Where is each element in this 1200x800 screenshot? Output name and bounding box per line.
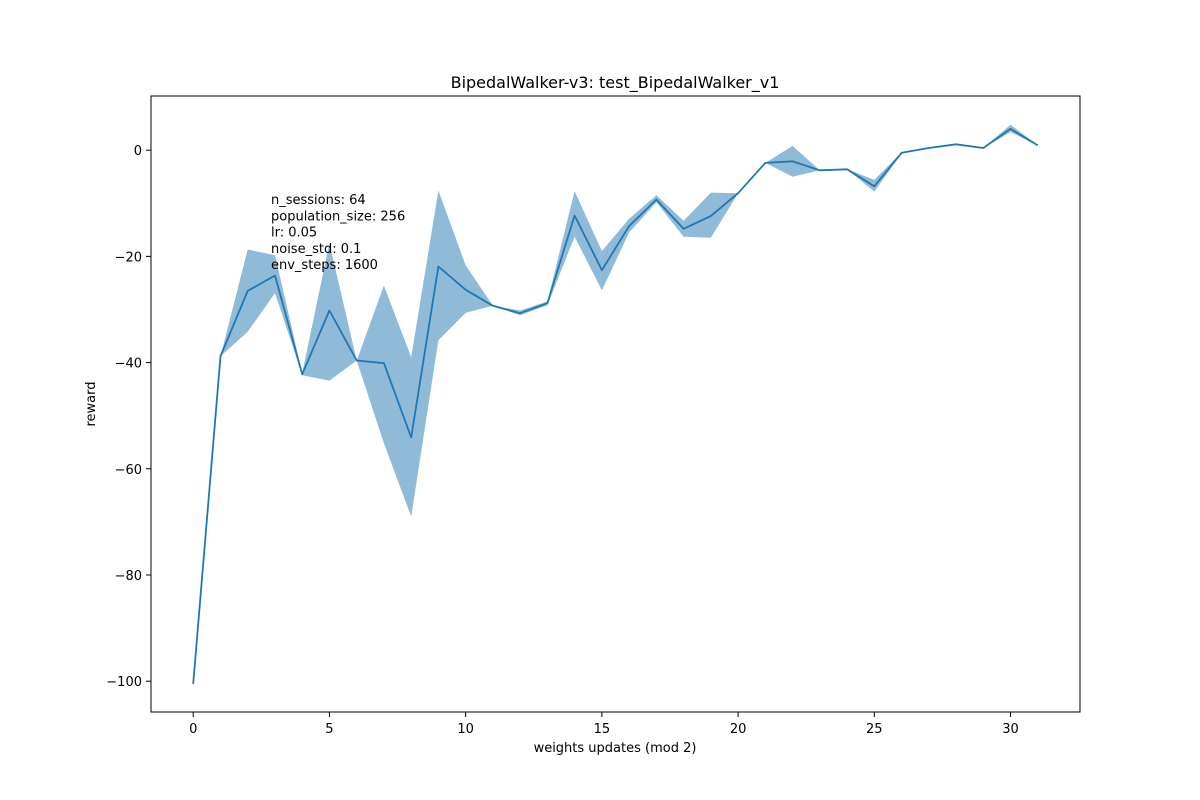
annotation-line: lr: 0.05 xyxy=(271,226,317,241)
chart-title: BipedalWalker-v3: test_BipedalWalker_v1 xyxy=(451,73,780,93)
x-tick-label: 15 xyxy=(594,722,611,737)
x-axis-ticks: 0 5 10 15 20 25 30 xyxy=(189,712,1019,737)
annotation-line: env_steps: 1600 xyxy=(271,258,378,273)
annotation-line: population_size: 256 xyxy=(271,209,405,224)
plot-area xyxy=(192,124,1039,684)
y-tick-label: 0 xyxy=(134,144,142,159)
y-tick-label: −40 xyxy=(115,357,142,372)
x-tick-label: 5 xyxy=(325,722,333,737)
mean-line xyxy=(192,128,1039,684)
x-tick-label: 0 xyxy=(189,722,197,737)
y-tick-label: −100 xyxy=(106,675,142,690)
y-axis-ticks: −100 −80 −60 −40 −20 0 xyxy=(106,144,151,690)
y-axis-label: reward xyxy=(84,381,99,426)
axes-frame xyxy=(150,95,1081,713)
std-band xyxy=(193,124,1038,684)
annotation-line: n_sessions: 64 xyxy=(271,193,366,208)
y-tick-label: −60 xyxy=(115,463,142,478)
x-tick-label: 25 xyxy=(866,722,883,737)
x-axis-label: weights updates (mod 2) xyxy=(534,741,697,756)
annotation-line: noise_std: 0.1 xyxy=(271,242,361,257)
x-tick-label: 10 xyxy=(457,722,474,737)
y-tick-label: −80 xyxy=(115,569,142,584)
y-tick-label: −20 xyxy=(115,250,142,265)
x-tick-label: 30 xyxy=(1002,722,1019,737)
x-tick-label: 20 xyxy=(730,722,747,737)
